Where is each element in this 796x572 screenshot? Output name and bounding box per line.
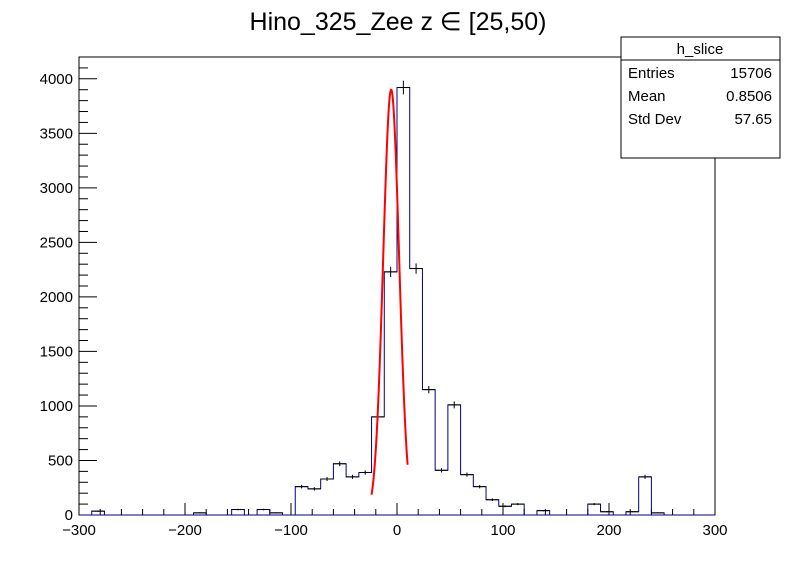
fit-series: [370, 88, 409, 495]
histogram-bin: [193, 512, 207, 514]
stats-box-title: h_slice: [677, 41, 724, 58]
stats-box-frame: [620, 36, 781, 159]
y-tick-label: 1000: [40, 398, 73, 415]
x-tick-label: 0: [393, 522, 401, 539]
stats-mean-label: Mean: [628, 88, 666, 105]
histogram-bin: [257, 508, 270, 511]
histogram-bin: [511, 503, 525, 506]
y-tick-label: 3000: [40, 180, 73, 197]
chart-title: Hino_325_Zee z ∈ [25,50): [250, 8, 547, 36]
histogram-bin: [498, 505, 512, 508]
x-tick-label: 200: [596, 522, 621, 539]
histogram-bin: [600, 511, 614, 513]
histogram-bin: [587, 503, 601, 506]
stats-entries-label: Entries: [628, 65, 675, 82]
histogram-bin: [651, 512, 665, 514]
histogram-bin: [91, 510, 105, 512]
y-tick-label: 1500: [40, 343, 73, 360]
histogram-bin: [422, 385, 436, 394]
histogram-bin: [384, 266, 397, 277]
x-tick-label: −300: [62, 522, 96, 539]
histogram-bin: [447, 401, 461, 409]
stats-stddev-label: Std Dev: [628, 111, 682, 128]
histogram-bin: [295, 484, 308, 489]
histogram-bin: [231, 508, 245, 511]
y-tick-label: 500: [48, 452, 73, 469]
histogram-bin: [333, 461, 347, 467]
stats-box: h_slice Entries 15706 Mean 0.8506 Std De…: [620, 36, 781, 159]
histogram-bin: [307, 487, 321, 491]
histogram-bin: [269, 512, 283, 514]
histogram-bin: [358, 470, 372, 475]
histogram-series: [79, 80, 715, 516]
y-tick-label: 2000: [40, 289, 73, 306]
stats-entries-value: 15706: [730, 65, 772, 82]
histogram-bin: [346, 474, 359, 479]
histogram-bin: [536, 509, 550, 512]
stats-mean-value: 0.8506: [726, 88, 772, 105]
histogram-bin: [473, 484, 487, 489]
histogram-bin: [625, 511, 639, 513]
x-tick-label: 300: [702, 522, 727, 539]
histogram-bin: [320, 477, 334, 481]
y-tick-label: 3500: [40, 125, 73, 142]
stats-stddev-value: 57.65: [734, 111, 772, 128]
fit-curve: [370, 88, 409, 495]
histogram-bin: [638, 474, 652, 479]
y-tick-label: 4000: [40, 71, 73, 88]
histogram-bin: [409, 263, 423, 274]
histogram-bin: [397, 80, 410, 95]
histogram-bin: [435, 468, 448, 473]
y-tick-label: 0: [65, 507, 73, 524]
histogram-bin: [460, 472, 474, 477]
histogram-bin: [486, 498, 499, 502]
y-tick-label: 2500: [40, 234, 73, 251]
x-tick-label: −100: [274, 522, 308, 539]
x-tick-label: 100: [490, 522, 515, 539]
x-tick-label: −200: [168, 522, 202, 539]
